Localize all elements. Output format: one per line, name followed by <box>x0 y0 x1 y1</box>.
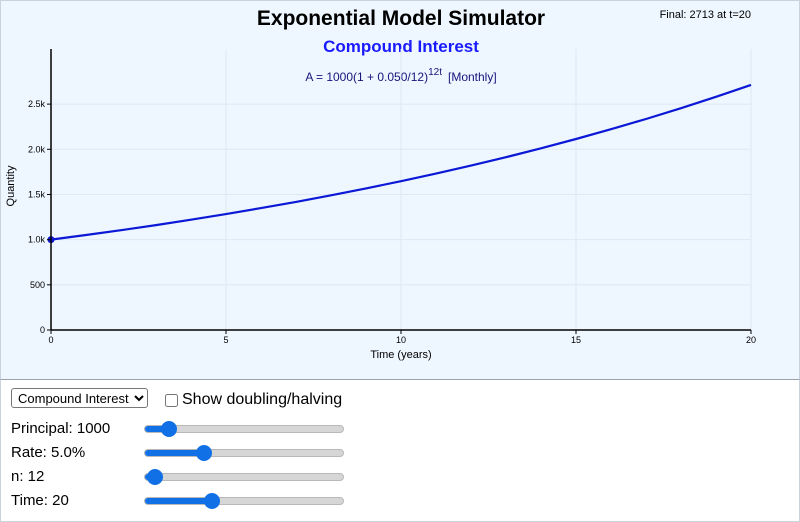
chart-panel: Exponential Model Simulator Final: 2713 … <box>0 0 800 380</box>
x-tick-label: 0 <box>48 335 53 345</box>
x-tick-label: 20 <box>746 335 756 345</box>
formula-suffix: [Monthly] <box>448 70 497 84</box>
y-tick-label: 2.0k <box>28 144 46 154</box>
time-label: Time: 20 <box>11 492 69 509</box>
chart-title: Exponential Model Simulator <box>257 7 545 30</box>
time-slider-fill <box>145 498 213 504</box>
grid-layer <box>51 49 752 330</box>
n-slider[interactable] <box>144 469 344 485</box>
formula-prefix: A = 1000(1 + 0.050/12) <box>305 70 428 84</box>
time-slider[interactable] <box>144 493 344 509</box>
model-select[interactable]: Compound Interest <box>11 388 148 408</box>
rate-slider[interactable] <box>144 445 344 461</box>
x-tick-label: 15 <box>571 335 581 345</box>
y-tick-label: 1.5k <box>28 189 46 199</box>
final-readout: Final: 2713 at t=20 <box>660 9 751 21</box>
rate-slider-fill <box>145 450 205 456</box>
formula-exponent: 12t <box>428 67 442 78</box>
x-axis-label: Time (years) <box>370 349 431 361</box>
tick-layer: 0 5 10 15 20 0 500 1.0k 1.5k 2.0k 2.5k <box>28 99 756 345</box>
show-doubling-checkbox[interactable] <box>165 393 178 407</box>
series-layer <box>47 83 752 244</box>
rate-slider-thumb[interactable] <box>196 445 213 461</box>
rate-label: Rate: 5.0% <box>11 444 86 461</box>
principal-slider-fill <box>145 426 169 432</box>
chart-svg: Exponential Model Simulator Final: 2713 … <box>5 7 756 361</box>
controls-panel: Compound Interest Show doubling/halving … <box>0 379 800 522</box>
n-label: n: 12 <box>11 468 45 485</box>
y-tick-label: 2.5k <box>28 99 46 109</box>
x-tick-label: 10 <box>396 335 406 345</box>
show-doubling-toggle[interactable]: Show doubling/halving <box>165 391 342 409</box>
y-tick-label: 500 <box>30 280 45 290</box>
principal-label: Principal: 1000 <box>11 420 111 437</box>
show-doubling-label: Show doubling/halving <box>182 391 343 408</box>
y-tick-label: 0 <box>40 325 45 335</box>
y-tick-label: 1.0k <box>28 235 46 245</box>
x-tick-label: 5 <box>223 335 228 345</box>
y-axis-label: Quantity <box>5 165 17 206</box>
chart-subtitle: Compound Interest <box>323 37 479 56</box>
series-line <box>50 83 752 241</box>
principal-slider[interactable] <box>144 421 344 437</box>
n-slider-thumb[interactable] <box>146 469 163 485</box>
principal-slider-thumb[interactable] <box>160 421 177 437</box>
formula-text: A = 1000(1 + 0.050/12)12t [Monthly] <box>305 67 496 84</box>
time-slider-thumb[interactable] <box>204 493 221 509</box>
